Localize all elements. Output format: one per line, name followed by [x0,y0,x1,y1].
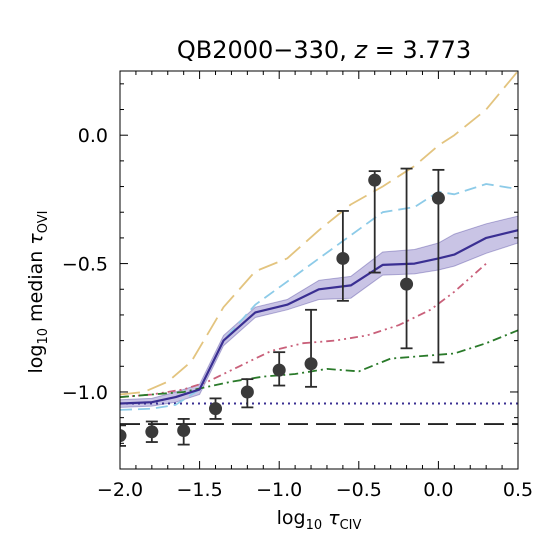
observed-point-8 [368,173,382,187]
x-tick-label: −1.0 [256,479,302,501]
observed-point-4 [240,385,254,399]
observed-point-5 [272,363,286,377]
observed-point-10 [431,191,445,205]
y-tick-label: −1.0 [62,382,108,404]
x-tick-label: −0.5 [336,479,382,501]
series-2-line [120,262,487,398]
x-tick-label: −1.5 [177,479,223,501]
series-0-line [120,71,518,396]
observed-point-3 [209,402,223,416]
observed-point-1 [145,425,159,439]
observed-point-7 [336,251,350,265]
observed-group [120,167,445,447]
x-tick-label: −2.0 [97,479,143,501]
chart-title: QB2000−330, z = 3.773 [177,36,471,64]
x-axis-label: log10 τCIV [277,507,362,533]
y-axis-label: log10 median τOVI [25,210,51,373]
series-4-line [120,229,518,405]
x-tick-label: 0.5 [503,479,533,501]
series-3-line [120,329,518,398]
x-tick-label: 0.0 [423,479,453,501]
observed-point-9 [400,277,414,291]
plot-frame [119,70,519,470]
y-tick-label: −0.5 [62,254,108,276]
plot-series-group [120,71,518,425]
observed-point-6 [304,357,318,371]
observed-point-0 [120,429,127,443]
observed-point-2 [177,423,191,437]
series-1-line [120,183,518,411]
plot-area: −2.0 −1.5 −1.0 −0.5 0.0 0.5 −1.0 −0.5 0.0 [62,70,533,501]
series-4-band [120,215,518,408]
y-tick-label: 0.0 [78,125,108,147]
